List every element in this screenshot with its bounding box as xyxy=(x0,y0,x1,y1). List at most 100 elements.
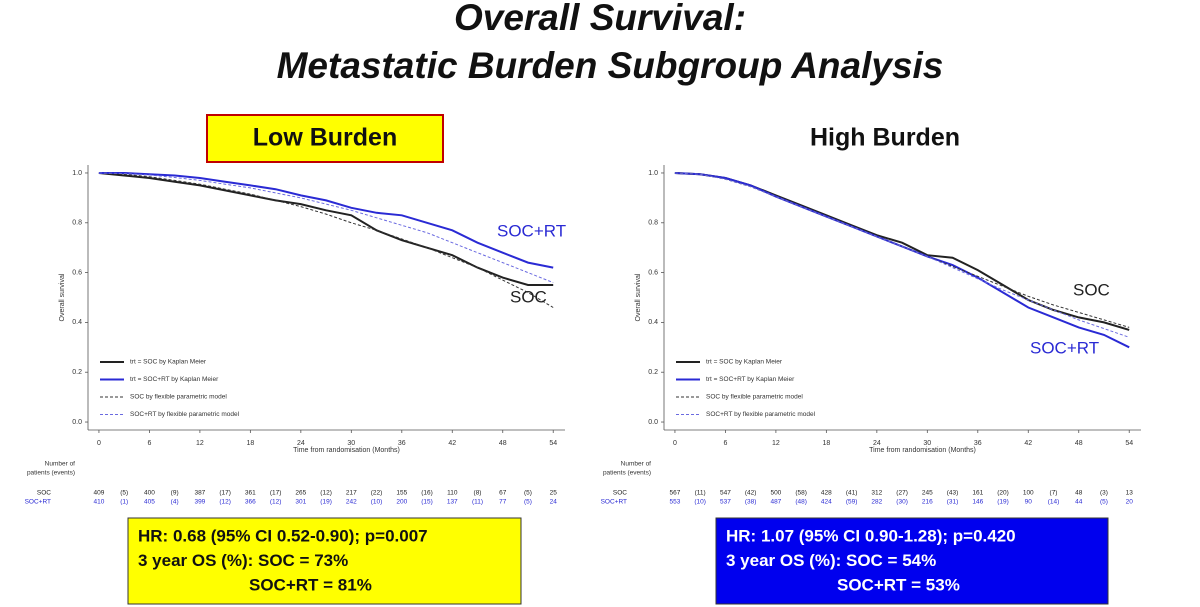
result-box xyxy=(127,517,522,605)
x-tick-label: 12 xyxy=(196,440,204,447)
risk-events: (19) xyxy=(320,499,332,506)
risk-count: 265 xyxy=(295,490,306,497)
y-tick-label: 0.4 xyxy=(648,319,658,326)
x-tick-label: 30 xyxy=(923,440,931,447)
survival-line xyxy=(674,172,1130,338)
result-text: SOC+RT = 53% xyxy=(837,575,960,594)
risk-events: (11) xyxy=(695,490,706,497)
risk-count: 487 xyxy=(770,499,781,506)
x-tick-label: 18 xyxy=(246,440,254,447)
y-tick-label: 0.6 xyxy=(72,269,82,276)
x-axis-label: Time from randomisation (Months) xyxy=(293,447,400,454)
x-tick-label: 18 xyxy=(822,440,830,447)
risk-events: (38) xyxy=(745,499,757,506)
risk-events: (5) xyxy=(120,490,128,497)
risk-events: (41) xyxy=(846,490,858,497)
risk-count: 216 xyxy=(922,499,933,506)
risk-events: (14) xyxy=(1048,499,1060,506)
survival-line xyxy=(674,172,1130,328)
risk-events: (12) xyxy=(270,499,282,506)
risk-events: (19) xyxy=(997,499,1009,506)
curve-label: SOC+RT xyxy=(1030,338,1099,357)
y-tick-label: 0.2 xyxy=(648,369,658,376)
risk-count: 405 xyxy=(144,499,155,506)
x-tick-label: 30 xyxy=(347,440,355,447)
x-tick-label: 54 xyxy=(1125,440,1133,447)
risk-count: 44 xyxy=(1075,499,1083,506)
risk-count: 409 xyxy=(94,490,105,497)
x-tick-label: 24 xyxy=(297,440,305,447)
risk-count: 161 xyxy=(972,490,983,497)
result-text: SOC+RT = 81% xyxy=(249,575,372,594)
risk-count: 361 xyxy=(245,490,256,497)
risk-count: 282 xyxy=(871,499,882,506)
risk-count: 90 xyxy=(1025,499,1033,506)
risk-events: (5) xyxy=(524,490,532,497)
risk-count: 553 xyxy=(670,499,681,506)
legend-label: SOC by flexible parametric model xyxy=(130,394,227,401)
risk-count: 399 xyxy=(194,499,205,506)
risk-count: 25 xyxy=(550,490,558,497)
x-tick-label: 36 xyxy=(974,440,982,447)
x-tick-label: 36 xyxy=(398,440,406,447)
risk-heading: patients (events) xyxy=(603,470,651,477)
risk-events: (12) xyxy=(320,490,332,497)
risk-events: (16) xyxy=(421,490,433,497)
risk-heading: patients (events) xyxy=(27,470,75,477)
curve-label: SOC+RT xyxy=(497,221,566,240)
risk-events: (1) xyxy=(120,499,128,506)
curve-label: SOC xyxy=(1073,280,1110,299)
risk-count: 77 xyxy=(499,499,507,506)
x-tick-label: 42 xyxy=(448,440,456,447)
risk-count: 537 xyxy=(720,499,731,506)
y-tick-label: 0.8 xyxy=(72,220,82,227)
risk-count: 242 xyxy=(346,499,357,506)
risk-count: 301 xyxy=(295,499,306,506)
chart-title: Low Burden xyxy=(253,124,397,152)
x-tick-label: 6 xyxy=(147,440,151,447)
risk-events: (31) xyxy=(947,499,959,506)
y-tick-label: 0.0 xyxy=(648,419,658,426)
y-tick-label: 0.6 xyxy=(648,269,658,276)
risk-events: (17) xyxy=(219,490,231,497)
x-tick-label: 48 xyxy=(1075,440,1083,447)
y-tick-label: 0.4 xyxy=(72,319,82,326)
result-box xyxy=(715,517,1109,605)
slide-title: Metastatic Burden Subgroup Analysis xyxy=(277,45,944,86)
risk-count: 48 xyxy=(1075,490,1083,497)
risk-count: 67 xyxy=(499,490,507,497)
risk-count: 428 xyxy=(821,490,832,497)
risk-count: 312 xyxy=(871,490,882,497)
y-axis-label: Overall survival xyxy=(59,273,66,321)
risk-count: 13 xyxy=(1126,490,1134,497)
risk-events: (15) xyxy=(421,499,433,506)
risk-events: (27) xyxy=(896,490,908,497)
legend-label: trt = SOC+RT by Kaplan Meier xyxy=(706,376,795,383)
survival-line xyxy=(98,172,554,308)
risk-count: 424 xyxy=(821,499,832,506)
risk-events: (12) xyxy=(219,499,231,506)
risk-row-label: SOC+RT xyxy=(25,499,51,506)
risk-events: (59) xyxy=(846,499,858,506)
risk-count: 137 xyxy=(447,499,458,506)
risk-events: (11) xyxy=(472,499,483,506)
risk-events: (10) xyxy=(371,499,383,506)
curve-label: SOC xyxy=(510,287,547,306)
y-tick-label: 0.0 xyxy=(72,419,82,426)
survival-line xyxy=(98,172,554,284)
risk-events: (3) xyxy=(1100,490,1108,497)
x-tick-label: 12 xyxy=(772,440,780,447)
risk-events: (5) xyxy=(524,499,532,506)
result-text: 3 year OS (%): SOC = 54% xyxy=(726,551,936,570)
y-axis-label: Overall survival xyxy=(635,273,642,321)
x-tick-label: 6 xyxy=(723,440,727,447)
legend-label: SOC by flexible parametric model xyxy=(706,394,803,401)
y-tick-label: 1.0 xyxy=(72,170,82,177)
risk-count: 200 xyxy=(396,499,407,506)
slide-title: Overall Survival: xyxy=(454,0,746,38)
x-tick-label: 0 xyxy=(673,440,677,447)
risk-heading: Number of xyxy=(45,461,76,468)
x-axis-label: Time from randomisation (Months) xyxy=(869,447,976,454)
risk-row-label: SOC xyxy=(613,490,627,497)
